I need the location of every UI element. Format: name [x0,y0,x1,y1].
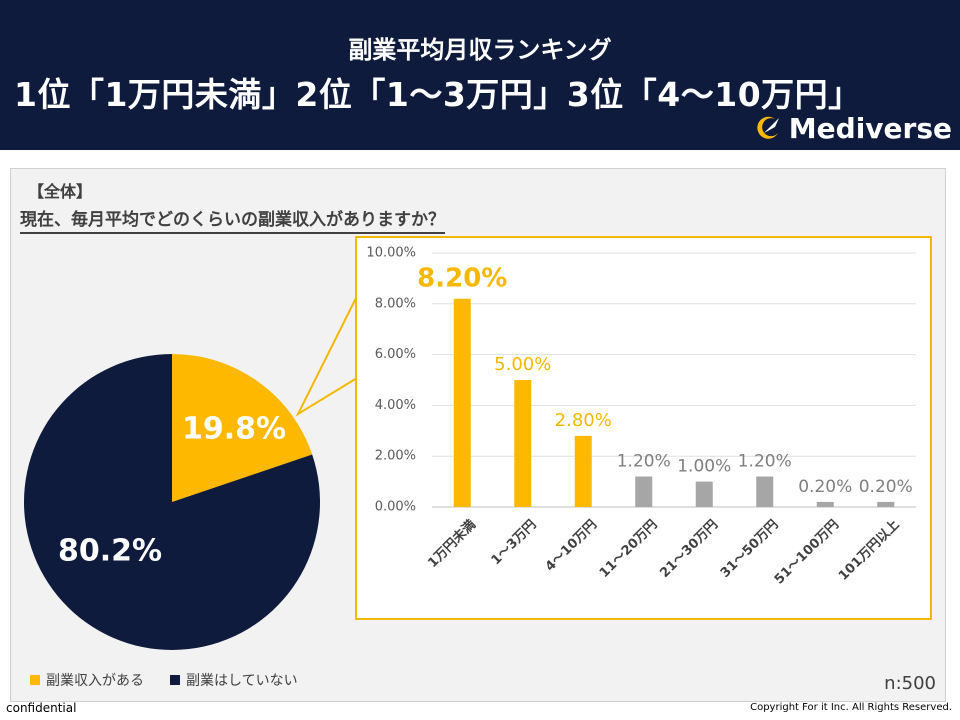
bar-data-label: 0.20% [798,477,852,497]
x-tick-label: 31～50万円 [718,517,782,581]
bar [756,476,774,507]
y-tick-label: 10.00% [366,246,416,261]
bar-data-label: 1.20% [738,452,792,472]
y-tick-label: 0.00% [375,500,416,515]
pie-slice [172,354,313,502]
question-text: 現在、毎月平均でどのくらいの副業収入がありますか？ [20,205,445,234]
y-tick-label: 8.00% [375,296,416,311]
x-tick-label: 11～20万円 [597,517,661,581]
legend-swatch-gold [30,675,40,685]
section-label: 【全体】 [28,182,93,201]
callout-line [295,297,358,417]
bar-chart: 0.00% 2.00% 4.00% 6.00% 8.00% 10.00%8.20% 1万円未… [366,246,916,587]
pie-chart: 19.8% 80.2% [24,354,321,650]
confidential-label: confidential [6,701,77,715]
y-tick-label: 4.00% [375,398,416,413]
rocket-moon-icon [757,116,779,139]
pie-slice [24,354,321,650]
copyright: Copyright For it Inc. All Rights Reserve… [750,702,952,713]
ranking-subtitle: 副業平均月収ランキング [348,36,612,64]
legend-label: 副業収入がある [46,673,144,689]
legend-item-has-income: 副業収入がある [30,670,144,690]
x-tick-label: 4～10万円 [543,517,600,574]
x-tick-label: 51～100万円 [772,517,842,587]
bar-data-label: 0.20% [859,477,913,497]
bar-data-label: 1.00% [677,457,731,477]
sample-size: n:500 [884,673,936,694]
y-tick-label: 6.00% [375,347,416,362]
ranking-headline: 1位「1万円未満」2位「1～3万円」3位「4～10万円」 [14,75,862,114]
x-tick-label: 21～30万円 [657,517,721,581]
logo: Mediverse [753,110,952,146]
bar-chart-frame [355,236,932,620]
bar [695,481,713,507]
legend-label: 副業はしていない [186,673,298,689]
x-tick-label: 1～3万円 [489,517,540,568]
callout-connector [295,297,358,417]
bar [453,298,471,507]
bar [877,501,895,507]
x-tick-label: 101万円以上 [836,517,903,584]
x-tick-label: 1万円未満 [425,517,479,571]
header-banner: 副業平均月収ランキング 1位「1万円未満」2位「1～3万円」3位「4～10万円」… [0,0,960,150]
pie-legend: 副業収入がある 副業はしていない [30,670,324,690]
logo-text: Mediverse [788,111,952,145]
y-tick-label: 2.00% [375,449,416,464]
legend-item-no-side-job: 副業はしていない [170,670,298,690]
bar-data-label: 5.00% [494,354,551,375]
pie-data-label: 80.2% [58,534,162,569]
bar [635,476,653,507]
bar-data-label: 2.80% [555,410,612,431]
legend-swatch-navy [170,675,180,685]
bar-data-label: 1.20% [617,452,671,472]
bar [514,380,532,507]
bar [574,435,592,507]
pie-data-label: 19.8% [182,412,286,447]
bar-data-label: 8.20% [417,264,507,294]
bar [816,501,834,507]
